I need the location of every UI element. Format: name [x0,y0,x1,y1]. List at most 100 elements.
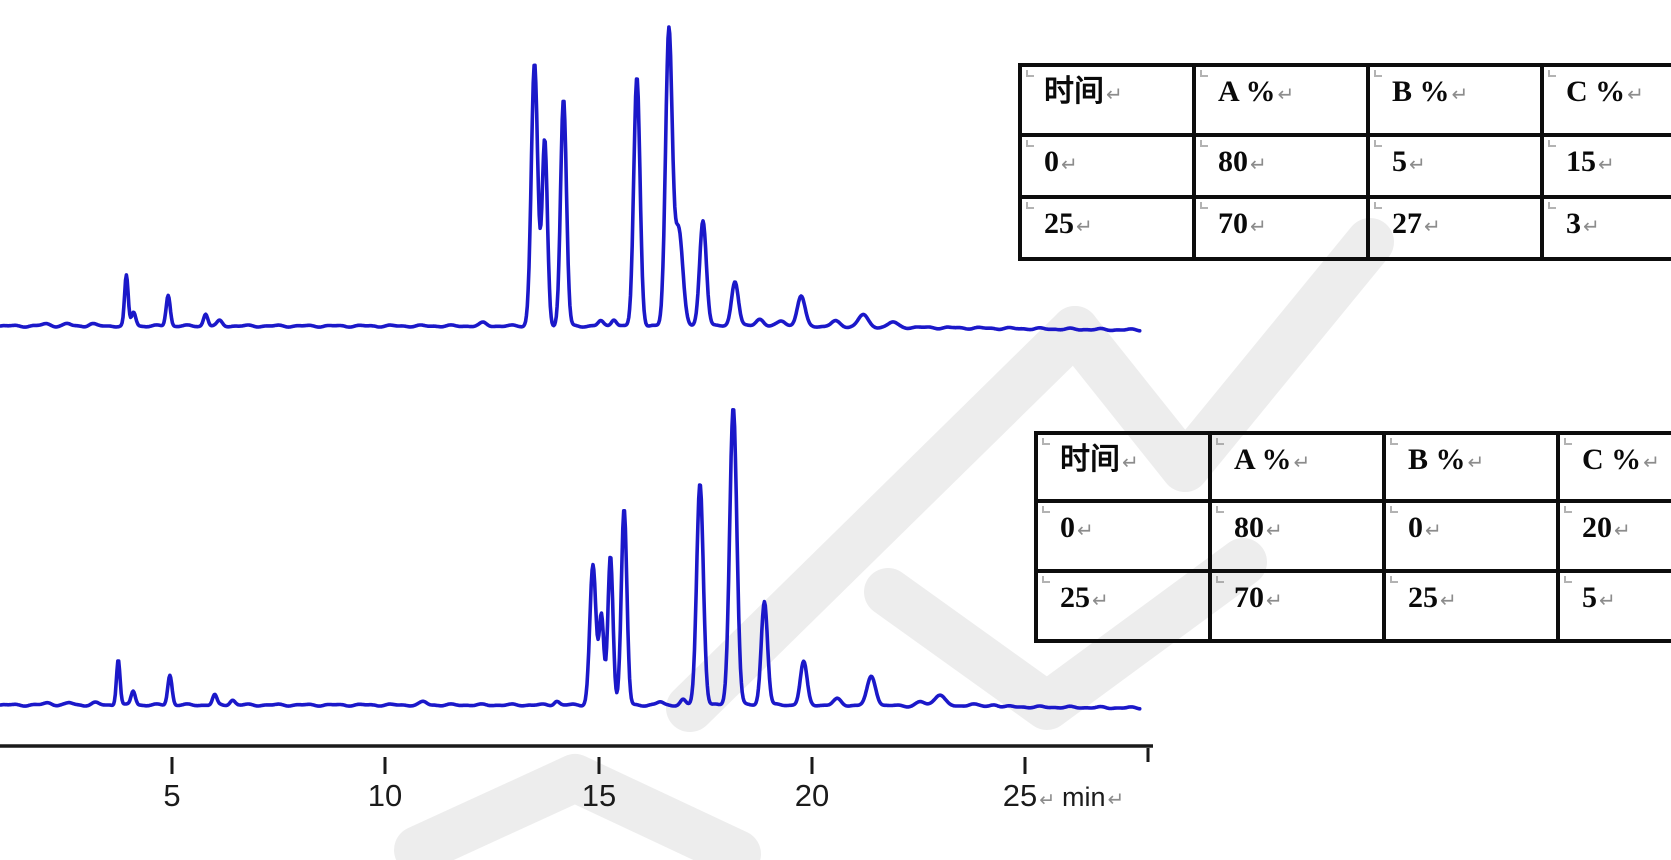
cell-mark-icon [1374,140,1382,147]
cell-mark-icon [1374,202,1382,209]
return-mark: ↵ [1061,152,1078,176]
header-cell-c: C % ↵ [1540,63,1671,137]
cell: 0 ↵ [1382,499,1560,573]
cell-mark-icon [1042,576,1050,583]
table-header-row: 时间 ↵ A % ↵ B % ↵ C % ↵ [1034,431,1671,503]
table-header-row: 时间 ↵ A % ↵ B % ↵ C % ↵ [1018,63,1671,137]
header-text: 时间 [1060,443,1120,476]
cell-mark-icon [1564,576,1572,583]
cell-mark-icon [1216,438,1224,445]
table-row: 0 ↵ 80 ↵ 5 ↵ 15 ↵ [1018,133,1671,199]
cell-text: 25 [1044,207,1074,240]
table-row: 0 ↵ 80 ↵ 0 ↵ 20 ↵ [1034,499,1671,573]
watermark-stroke [394,754,761,860]
cell-mark-icon [1374,70,1382,77]
cell-mark-icon [1548,202,1556,209]
cell: 5 ↵ [1366,133,1544,199]
return-mark: ↵ [1277,82,1295,106]
time-axis [0,744,1153,774]
cell: 25 ↵ [1382,569,1560,643]
cell-mark-icon [1548,140,1556,147]
return-mark: ↵ [1425,518,1442,542]
cell-mark-icon [1042,438,1050,445]
header-cell-a: A % ↵ [1192,63,1370,137]
cell-text: 70 [1218,207,1248,240]
cell-mark-icon [1216,506,1224,513]
cell: 15 ↵ [1540,133,1671,199]
axis-unit-label: min ↵ [1062,782,1124,813]
tick-label-25: 25 ↵ [1003,778,1055,814]
cell-mark-icon [1390,506,1398,513]
header-text: C % [1582,443,1642,476]
cell-text: 0 [1060,511,1075,544]
tick-label-10: 10 [367,778,403,813]
cell-mark-icon [1026,70,1034,77]
return-mark: ↵ [1627,82,1644,106]
cell: 3 ↵ [1540,195,1671,261]
cell-mark-icon [1200,202,1208,209]
cell-text: 70 [1234,581,1264,614]
return-mark: ↵ [1266,588,1283,612]
return-mark: ↵ [1092,588,1109,612]
return-mark: ↵ [1122,450,1139,474]
header-cell-time: 时间 ↵ [1034,431,1212,503]
watermark-stroke [666,306,1099,732]
cell: 70 ↵ [1192,195,1370,261]
header-text: A % [1234,443,1292,476]
return-mark: ↵ [1424,214,1441,238]
cell-text: 25 [1060,581,1090,614]
cell-mark-icon [1390,438,1398,445]
return-mark: ↵ [1409,152,1426,176]
chromatogram-trace-bottom [0,408,1142,711]
cell-text: 0 [1408,511,1423,544]
cell-text: 3 [1566,207,1581,240]
return-mark: ↵ [1599,588,1616,612]
return-mark: ↵ [1266,518,1283,542]
return-mark: ↵ [1293,450,1311,474]
header-cell-time: 时间 ↵ [1018,63,1196,137]
cell: 25 ↵ [1034,569,1212,643]
header-cell-a: A % ↵ [1208,431,1386,503]
header-cell-c: C % ↵ [1556,431,1671,503]
return-mark: ↵ [1614,518,1631,542]
axis-unit-text: min [1062,782,1106,812]
cell: 25 ↵ [1018,195,1196,261]
return-mark: ↵ [1250,152,1267,176]
cell-mark-icon [1564,506,1572,513]
table-row: 25 ↵ 70 ↵ 27 ↵ 3 ↵ [1018,195,1671,261]
cell: 27 ↵ [1366,195,1544,261]
cell-text: 25 [1408,581,1438,614]
cell: 5 ↵ [1556,569,1671,643]
cell: 0 ↵ [1018,133,1196,199]
return-mark: ↵ [1467,450,1485,474]
header-text: B % [1408,443,1466,476]
cell: 20 ↵ [1556,499,1671,573]
header-text: B % [1392,75,1450,108]
return-mark: ↵ [1250,214,1267,238]
cell-mark-icon [1390,576,1398,583]
tick-label-25-text: 25 [1002,778,1038,813]
cell: 80 ↵ [1192,133,1370,199]
cell-mark-icon [1200,140,1208,147]
header-text: 时间 [1044,75,1104,108]
gradient-table-top: 时间 ↵ A % ↵ B % ↵ C % ↵ 0 ↵ 80 ↵ 5 ↵ 15 ↵ 25 ↵ 70 ↵… [1018,63,1671,261]
return-mark: ↵ [1440,588,1457,612]
cell-mark-icon [1042,506,1050,513]
header-cell-b: B % ↵ [1382,431,1560,503]
return-mark: ↵ [1077,518,1094,542]
cell-text: 5 [1582,581,1597,614]
cell-text: 15 [1566,145,1596,178]
gradient-table-bottom: 时间 ↵ A % ↵ B % ↵ C % ↵ 0 ↵ 80 ↵ 0 ↵ 20 ↵ 25 ↵ 70 ↵… [1034,431,1671,643]
tick-label-5: 5 [163,778,181,813]
return-mark: ↵ [1076,214,1093,238]
return-mark: ↵ [1451,82,1469,106]
cell: 70 ↵ [1208,569,1386,643]
return-mark: ↵ [1107,787,1125,811]
header-text: A % [1218,75,1276,108]
tick-label-20: 20 [794,778,830,813]
header-text: C % [1566,75,1626,108]
return-mark: ↵ [1598,152,1615,176]
cell: 80 ↵ [1208,499,1386,573]
